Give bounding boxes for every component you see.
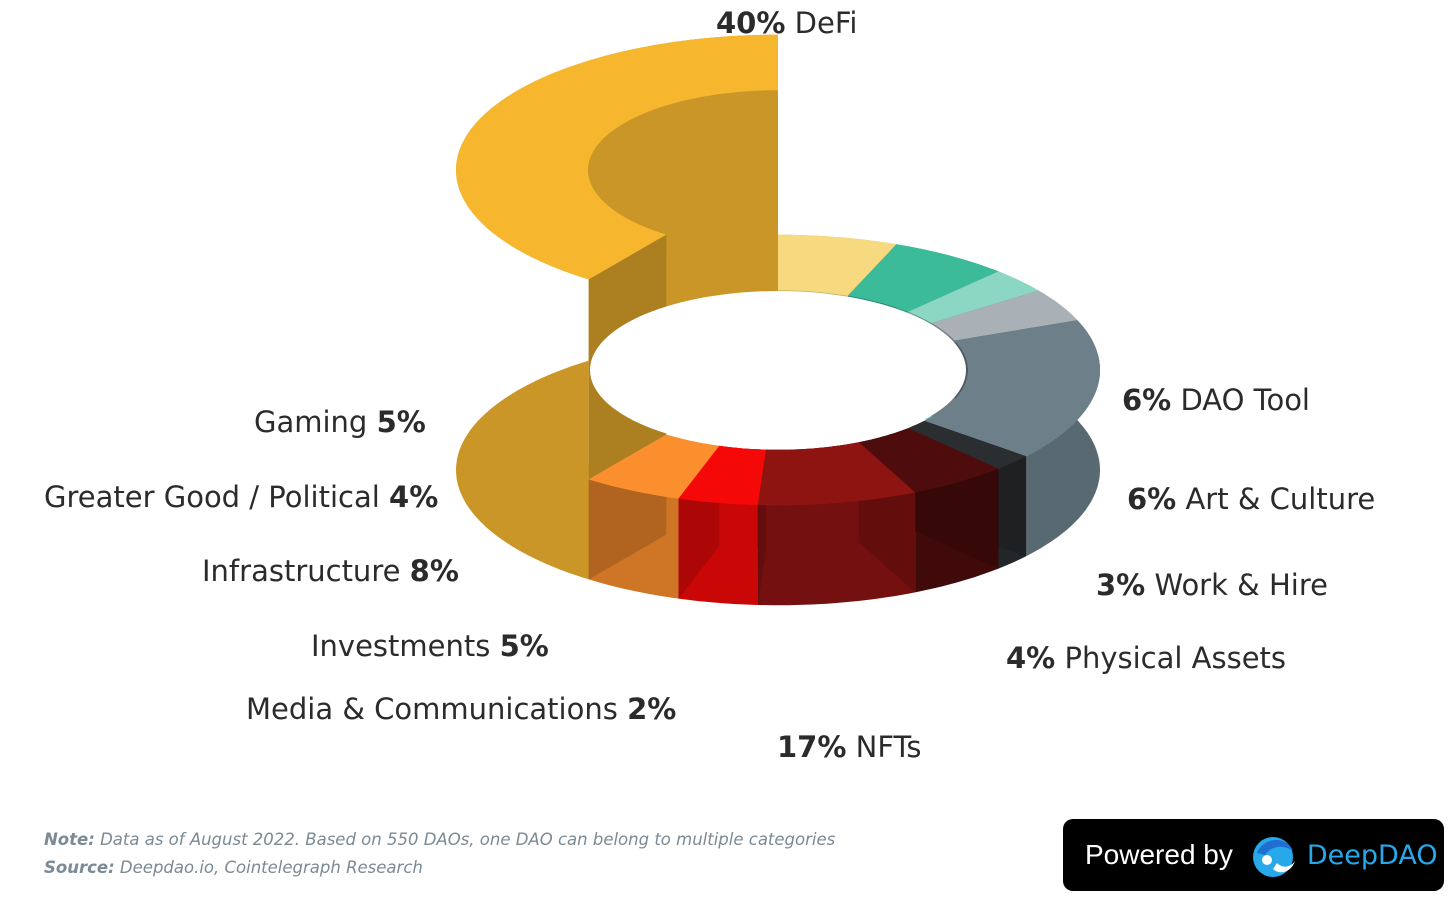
slice-label-dao-tool: 6% DAO Tool bbox=[1122, 383, 1310, 417]
slice-label-work-hire: 3% Work & Hire bbox=[1096, 568, 1328, 602]
slice-percent: 17% bbox=[777, 730, 847, 764]
powered-by-text: Powered by bbox=[1085, 839, 1233, 870]
slice-name: Work & Hire bbox=[1154, 568, 1328, 602]
slice-name: DAO Tool bbox=[1180, 383, 1310, 417]
slice-front-top bbox=[588, 434, 720, 499]
slice-label-media-communications: Media & Communications 2% bbox=[246, 692, 676, 726]
slice-label-investments: Investments 5% bbox=[311, 629, 549, 663]
donut-hole bbox=[590, 291, 966, 449]
slice-label-art-culture: 6% Art & Culture bbox=[1127, 482, 1375, 516]
note-line: Note: Data as of August 2022. Based on 5… bbox=[44, 830, 836, 849]
slice-label-defi: 40% DeFi bbox=[716, 6, 857, 40]
slice-label-greater-good-political: Greater Good / Political 4% bbox=[44, 480, 438, 514]
slice-name: NFTs bbox=[855, 730, 922, 764]
slice-label-infrastructure: Infrastructure 8% bbox=[202, 554, 459, 588]
slice-percent: 4% bbox=[389, 480, 439, 514]
slice-name: Infrastructure bbox=[202, 554, 401, 588]
chart-notes: Note: Data as of August 2022. Based on 5… bbox=[44, 826, 835, 882]
slice-name: Investments bbox=[311, 629, 491, 663]
slice-front-top bbox=[757, 442, 916, 506]
brand-name: DeepDAO bbox=[1306, 839, 1438, 871]
slice-percent: 6% bbox=[1122, 383, 1172, 417]
source-line: Source: Deepdao.io, Cointelegraph Resear… bbox=[44, 858, 423, 877]
slice-top-face bbox=[456, 34, 778, 280]
slice-label-physical-assets: 4% Physical Assets bbox=[1006, 641, 1286, 675]
slice-front-top bbox=[858, 428, 999, 493]
slice-name: Physical Assets bbox=[1064, 641, 1287, 675]
slice-front-top bbox=[908, 420, 1027, 469]
slice-percent: 6% bbox=[1127, 482, 1177, 516]
slice-percent: 40% bbox=[716, 6, 786, 40]
powered-by-badge[interactable]: Powered by DeepDAO bbox=[1063, 819, 1444, 891]
slice-top-face bbox=[778, 234, 897, 296]
slice-name: Greater Good / Political bbox=[44, 480, 380, 514]
slice-name: DeFi bbox=[794, 6, 858, 40]
slice-name: Art & Culture bbox=[1185, 482, 1376, 516]
slice-percent: 5% bbox=[376, 405, 426, 439]
slice-name: Media & Communications bbox=[246, 692, 618, 726]
slice-percent: 2% bbox=[627, 692, 677, 726]
slice-label-gaming: Gaming 5% bbox=[254, 405, 426, 439]
slice-front-top bbox=[678, 445, 767, 505]
slice-percent: 8% bbox=[409, 554, 459, 588]
slice-percent: 3% bbox=[1096, 568, 1146, 602]
slice-percent: 4% bbox=[1006, 641, 1056, 675]
dolphin-logo-icon bbox=[1252, 837, 1295, 877]
slice-front-top bbox=[924, 320, 1100, 457]
slice-percent: 5% bbox=[499, 629, 549, 663]
slice-name: Gaming bbox=[254, 405, 368, 439]
slice-top-face bbox=[847, 244, 999, 312]
slice-top-face bbox=[931, 290, 1078, 341]
slice-top-face bbox=[908, 271, 1039, 324]
slice-label-nfts: 17% NFTs bbox=[777, 730, 922, 764]
